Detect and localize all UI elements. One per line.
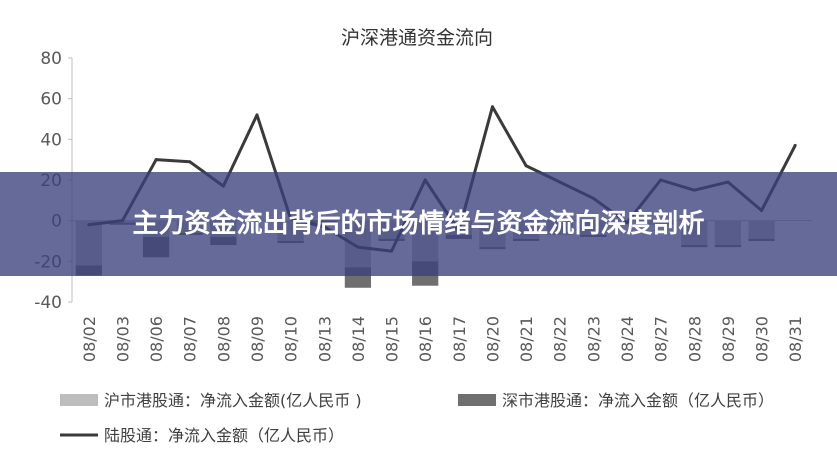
line-point xyxy=(188,160,192,164)
x-tick-label: 08/20 xyxy=(483,316,502,362)
x-tick-label: 08/03 xyxy=(113,316,132,362)
x-tick-label: 08/28 xyxy=(685,316,704,362)
x-tick-label: 08/27 xyxy=(652,316,671,362)
x-tick-label: 08/15 xyxy=(383,316,402,362)
x-tick-label: 08/16 xyxy=(416,316,435,362)
headline-banner: 主力资金流出背后的市场情绪与资金流向深度剖析 xyxy=(0,172,837,276)
y-tick-label: 60 xyxy=(40,90,62,110)
x-tick-label: 08/29 xyxy=(719,316,738,362)
x-tick-label: 08/02 xyxy=(80,316,99,362)
y-tick-label: -40 xyxy=(34,293,62,313)
x-tick-label: 08/23 xyxy=(584,316,603,362)
line-point xyxy=(255,113,259,117)
headline-text: 主力资金流出背后的市场情绪与资金流向深度剖析 xyxy=(132,209,705,239)
chart-title: 沪深港通资金流向 xyxy=(341,27,493,49)
line-point xyxy=(154,158,158,162)
legend-swatch-0 xyxy=(60,394,98,406)
x-tick-label: 08/22 xyxy=(551,316,570,362)
x-tick-label: 08/24 xyxy=(618,316,637,362)
x-tick-label: 08/10 xyxy=(282,316,301,362)
legend-label-1: 深市港股通：净流入金额（亿人民币） xyxy=(502,391,774,410)
legend-label-2: 陆股通：净流入金额（亿人民币） xyxy=(104,426,344,445)
legend: 沪市港股通：净流入金额(亿人民币 ) 深市港股通：净流入金额（亿人民币） 陆股通：净… xyxy=(60,391,774,445)
legend-label-0: 沪市港股通：净流入金额(亿人民币 ) xyxy=(104,391,362,410)
x-tick-label: 08/31 xyxy=(786,316,805,362)
y-tick-label: 40 xyxy=(40,130,62,150)
x-tick-label: 08/07 xyxy=(181,316,200,362)
line-point xyxy=(490,105,494,109)
legend-swatch-1 xyxy=(458,394,496,406)
x-tick-label: 08/13 xyxy=(315,316,334,362)
x-tick-label: 08/17 xyxy=(450,316,469,362)
line-point xyxy=(524,164,528,168)
x-tick-label: 08/21 xyxy=(517,316,536,362)
x-tick-label: 08/14 xyxy=(349,316,368,362)
y-tick-label: 80 xyxy=(40,49,62,69)
x-tick-label: 08/30 xyxy=(753,316,772,362)
x-tick-label: 08/09 xyxy=(248,316,267,362)
x-tick-label: 08/08 xyxy=(214,316,233,362)
x-tick-label: 08/06 xyxy=(147,316,166,362)
line-point xyxy=(793,143,797,147)
